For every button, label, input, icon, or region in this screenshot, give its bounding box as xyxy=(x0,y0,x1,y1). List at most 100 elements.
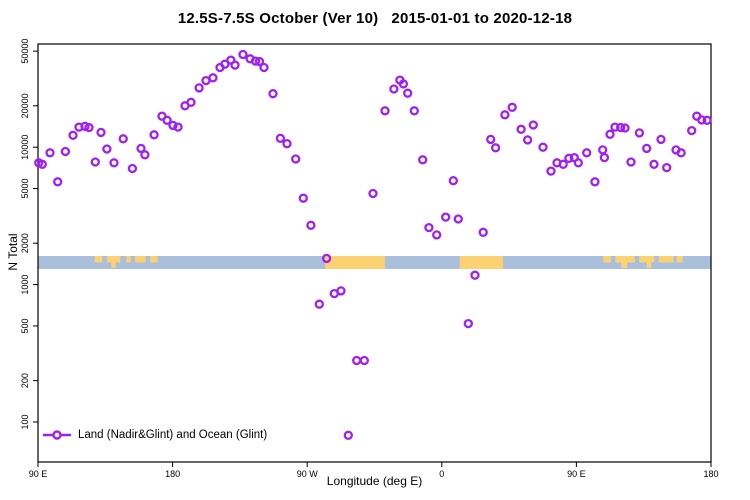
data-point xyxy=(528,120,538,130)
data-point xyxy=(398,79,409,89)
data-point xyxy=(254,56,265,67)
data-point xyxy=(573,158,583,168)
island-speckle xyxy=(615,256,635,263)
data-point xyxy=(140,150,150,160)
land-patch xyxy=(325,256,385,269)
data-point xyxy=(380,106,390,116)
data-point xyxy=(149,130,159,140)
data-point xyxy=(432,230,442,240)
data-point xyxy=(102,144,112,154)
data-point xyxy=(37,159,47,169)
data-point xyxy=(45,148,55,158)
data-point xyxy=(687,125,697,136)
data-point xyxy=(676,148,686,158)
x-tick-label: 180 xyxy=(165,469,180,479)
x-tick-label: 90 W xyxy=(297,469,319,479)
y-tick-label: 500 xyxy=(20,318,30,333)
data-point xyxy=(162,115,172,125)
data-point xyxy=(368,188,378,199)
data-point xyxy=(127,163,138,174)
data-point xyxy=(599,152,610,163)
data-point xyxy=(173,122,183,132)
island-speckle xyxy=(150,256,158,263)
x-tick-label: 0 xyxy=(439,469,444,479)
data-point xyxy=(453,214,463,224)
data-point xyxy=(409,106,419,116)
data-point xyxy=(605,129,615,139)
data-point xyxy=(418,155,428,165)
legend: Land (Nadir&Glint) and Ocean (Glint) xyxy=(42,429,267,441)
land-patch xyxy=(459,256,504,269)
data-point xyxy=(238,49,248,60)
data-point xyxy=(616,122,626,133)
data-point xyxy=(656,134,666,145)
island-speckle xyxy=(94,256,103,263)
data-point xyxy=(522,135,533,145)
data-point xyxy=(194,83,204,93)
data-point xyxy=(84,122,94,133)
data-point xyxy=(90,157,100,167)
data-point xyxy=(441,212,451,222)
y-tick-label: 10000 xyxy=(20,135,30,160)
data-point xyxy=(186,97,196,107)
x-tick-label: 180 xyxy=(703,469,718,479)
data-point xyxy=(403,88,413,98)
data-point xyxy=(306,220,316,230)
data-point xyxy=(424,222,434,233)
data-point xyxy=(649,159,659,169)
data-point xyxy=(662,162,672,173)
data-point xyxy=(546,166,556,176)
data-point xyxy=(470,270,480,280)
data-point xyxy=(136,143,146,154)
data-point xyxy=(610,122,620,132)
island-speckle xyxy=(621,262,628,268)
island-speckle xyxy=(676,256,683,263)
data-point xyxy=(590,177,600,187)
legend-marker-icon xyxy=(43,430,71,440)
data-point xyxy=(500,110,510,120)
data-point xyxy=(538,142,548,152)
y-tick-label: 50000 xyxy=(20,39,30,64)
island-speckle xyxy=(639,256,655,263)
data-point xyxy=(109,158,119,168)
data-point xyxy=(168,120,178,131)
plot-frame xyxy=(37,43,712,463)
data-point xyxy=(626,157,636,167)
data-point xyxy=(702,115,712,125)
data-point xyxy=(564,153,574,163)
data-point xyxy=(96,127,106,138)
data-point xyxy=(448,176,458,186)
data-point xyxy=(359,355,369,366)
data-point xyxy=(490,143,501,153)
data-point xyxy=(558,159,568,169)
data-point xyxy=(208,73,218,83)
data-point xyxy=(282,139,292,149)
data-point xyxy=(516,124,526,134)
data-point xyxy=(53,177,63,187)
data-point xyxy=(620,123,630,133)
data-point xyxy=(321,253,332,264)
data-point xyxy=(634,128,645,138)
island-speckle xyxy=(658,256,674,263)
data-point xyxy=(343,430,353,440)
legend-label: Land (Nadir&Glint) and Ocean (Glint) xyxy=(78,429,268,441)
island-speckle xyxy=(111,262,116,268)
y-tick-label: 5000 xyxy=(20,179,30,199)
island-speckle xyxy=(135,256,146,263)
data-point xyxy=(68,130,78,140)
x-tick-label: 90 E xyxy=(29,469,48,479)
data-point xyxy=(642,143,652,154)
data-point xyxy=(259,62,269,73)
data-point xyxy=(336,286,346,296)
data-point xyxy=(314,299,324,309)
y-axis-title: N Total xyxy=(6,233,20,271)
data-point xyxy=(507,102,517,112)
y-tick-label: 100 xyxy=(20,414,30,429)
data-point xyxy=(291,154,301,164)
data-point xyxy=(478,227,488,237)
data-point xyxy=(230,60,240,70)
data-point xyxy=(463,318,473,329)
chart-title: 12.5S-7.5S October (Ver 10) 2015-01-01 t… xyxy=(177,10,573,27)
